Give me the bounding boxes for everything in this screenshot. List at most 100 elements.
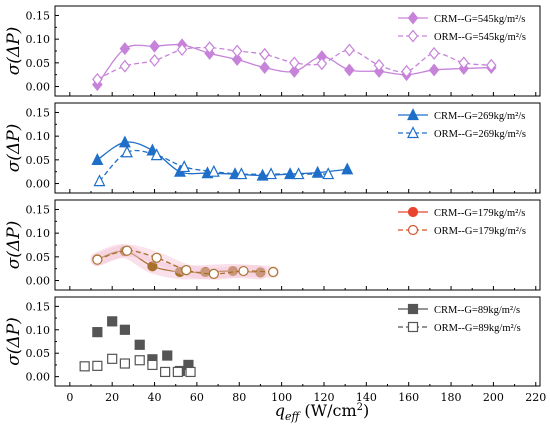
data-point bbox=[172, 366, 183, 378]
data-point bbox=[289, 56, 300, 70]
data-point bbox=[235, 167, 248, 180]
legend-label: ORM--G=89kg/m²/s bbox=[434, 323, 521, 334]
data-point bbox=[292, 167, 305, 180]
data-point bbox=[486, 58, 497, 72]
y-tick-label: 0.05 bbox=[26, 57, 51, 70]
x-axis-label: qeff (W/cm2) bbox=[275, 401, 369, 423]
data-point bbox=[147, 359, 158, 371]
y-axis-label: σ(ΔP) bbox=[4, 27, 24, 76]
legend-label: ORM--G=269kg/m²/s bbox=[434, 129, 526, 140]
legend: CRM--G=179kg/m²/s ORM--G=179kg/m²/s bbox=[398, 206, 526, 237]
data-point bbox=[92, 72, 103, 86]
y-axis-label: σ(ΔP) bbox=[4, 317, 24, 366]
legend-label: CRM--G=179kg/m²/s bbox=[434, 208, 525, 219]
data-point bbox=[92, 327, 103, 338]
y-tick-label: 0.00 bbox=[26, 275, 51, 288]
data-point bbox=[176, 43, 188, 57]
data-point bbox=[107, 353, 118, 364]
x-tick-label: 80 bbox=[232, 391, 246, 404]
legend-marker bbox=[407, 29, 419, 43]
data-point bbox=[238, 265, 249, 277]
data-point bbox=[91, 153, 104, 165]
y-tick-label: 0.00 bbox=[26, 178, 51, 191]
data-point bbox=[121, 245, 133, 256]
data-point bbox=[79, 361, 90, 372]
data-point bbox=[119, 324, 130, 335]
y-tick-label: 0.05 bbox=[26, 347, 51, 360]
data-point bbox=[289, 64, 300, 78]
x-tick-label: 200 bbox=[483, 391, 504, 404]
x-tick-label: 20 bbox=[105, 391, 119, 404]
y-tick-label: 0.05 bbox=[26, 154, 51, 167]
legend-label: CRM--G=269kg/m²/s bbox=[434, 111, 525, 122]
data-point bbox=[149, 39, 160, 53]
data-point bbox=[178, 160, 191, 173]
x-tick-label: 40 bbox=[148, 391, 162, 404]
data-point bbox=[119, 42, 131, 56]
y-tick-label: 0.15 bbox=[26, 9, 51, 22]
legend-marker bbox=[407, 126, 419, 139]
legend-label: ORM--G=545kg/m²/s bbox=[434, 32, 526, 43]
legend-label: CRM--G=545kg/m²/s bbox=[434, 14, 525, 25]
y-axis-label: σ(ΔP) bbox=[4, 124, 24, 173]
data-point bbox=[401, 64, 412, 78]
y-tick-label: 0.00 bbox=[26, 371, 51, 384]
legend-label: ORM--G=179kg/m²/s bbox=[434, 226, 526, 237]
data-point bbox=[118, 135, 131, 148]
data-point bbox=[134, 339, 145, 350]
data-point bbox=[107, 316, 118, 327]
x-tick-label: 160 bbox=[398, 391, 419, 404]
data-point bbox=[255, 267, 266, 278]
data-point bbox=[160, 366, 171, 378]
data-point bbox=[231, 44, 243, 58]
legend-marker bbox=[407, 11, 419, 25]
data-point bbox=[265, 167, 277, 180]
data-point bbox=[373, 58, 385, 72]
data-point bbox=[207, 164, 220, 177]
data-point bbox=[151, 252, 162, 263]
legend-marker bbox=[407, 224, 419, 236]
data-point bbox=[93, 174, 106, 187]
x-tick-label: 120 bbox=[313, 391, 334, 404]
x-axis: 0 20 40 60 80 100 120 140 160 180 200 220 bbox=[66, 391, 546, 404]
y-tick-label: 0.00 bbox=[26, 81, 51, 94]
panel-2: 0.00 0.05 0.10 0.15σ(ΔP) CRM--G=269kg/m²/s OR… bbox=[4, 102, 541, 194]
data-point bbox=[344, 63, 355, 77]
legend-marker bbox=[407, 206, 419, 218]
y-tick-label: 0.10 bbox=[26, 324, 51, 337]
data-point bbox=[341, 162, 354, 175]
data-point bbox=[344, 43, 355, 57]
data-point bbox=[149, 54, 160, 67]
data-point bbox=[231, 53, 243, 66]
legend-marker bbox=[407, 303, 419, 315]
data-point bbox=[268, 266, 279, 278]
series-line bbox=[96, 141, 348, 177]
legend: CRM--G=545kg/m²/s ORM--G=545kg/m²/s bbox=[398, 11, 526, 43]
x-tick-label: 0 bbox=[66, 391, 73, 404]
y-tick-label: 0.15 bbox=[26, 203, 51, 216]
legend-marker bbox=[407, 108, 419, 121]
data-point bbox=[121, 145, 133, 158]
legend: CRM--G=269kg/m²/s ORM--G=269kg/m²/s bbox=[398, 108, 526, 140]
x-tick-label: 220 bbox=[525, 391, 546, 404]
x-tick-label: 100 bbox=[271, 391, 292, 404]
y-axis-label: σ(ΔP) bbox=[4, 221, 24, 270]
data-point bbox=[458, 56, 470, 70]
data-point bbox=[185, 366, 196, 378]
x-tick-label: 180 bbox=[441, 391, 462, 404]
data-point bbox=[208, 268, 219, 279]
panel-1: 0.00 0.05 0.10 0.15σ(ΔP) CRM--G=545kg/m²/s OR… bbox=[4, 5, 541, 97]
y-tick-label: 0.10 bbox=[26, 33, 51, 46]
data-point bbox=[259, 61, 270, 75]
panel-3: 0.00 0.05 0.10 0.15σ(ΔP) CRM--G=179kg/m²/s OR… bbox=[4, 199, 541, 291]
panels: 0.000.050.100.15σ(ΔP)CRM--G=545kg/m²/sOR… bbox=[4, 5, 541, 387]
legend-label: CRM--G=89kg/m²/s bbox=[434, 305, 520, 316]
data-point bbox=[150, 148, 163, 161]
legend-marker bbox=[407, 321, 419, 333]
y-tick-label: 0.10 bbox=[26, 227, 51, 240]
legend: CRM--G=89kg/m²/s ORM--G=89kg/m²/s bbox=[398, 303, 521, 334]
x-tick-label: 140 bbox=[356, 391, 377, 404]
y-tick-label: 0.15 bbox=[26, 106, 51, 119]
data-point bbox=[428, 63, 440, 77]
